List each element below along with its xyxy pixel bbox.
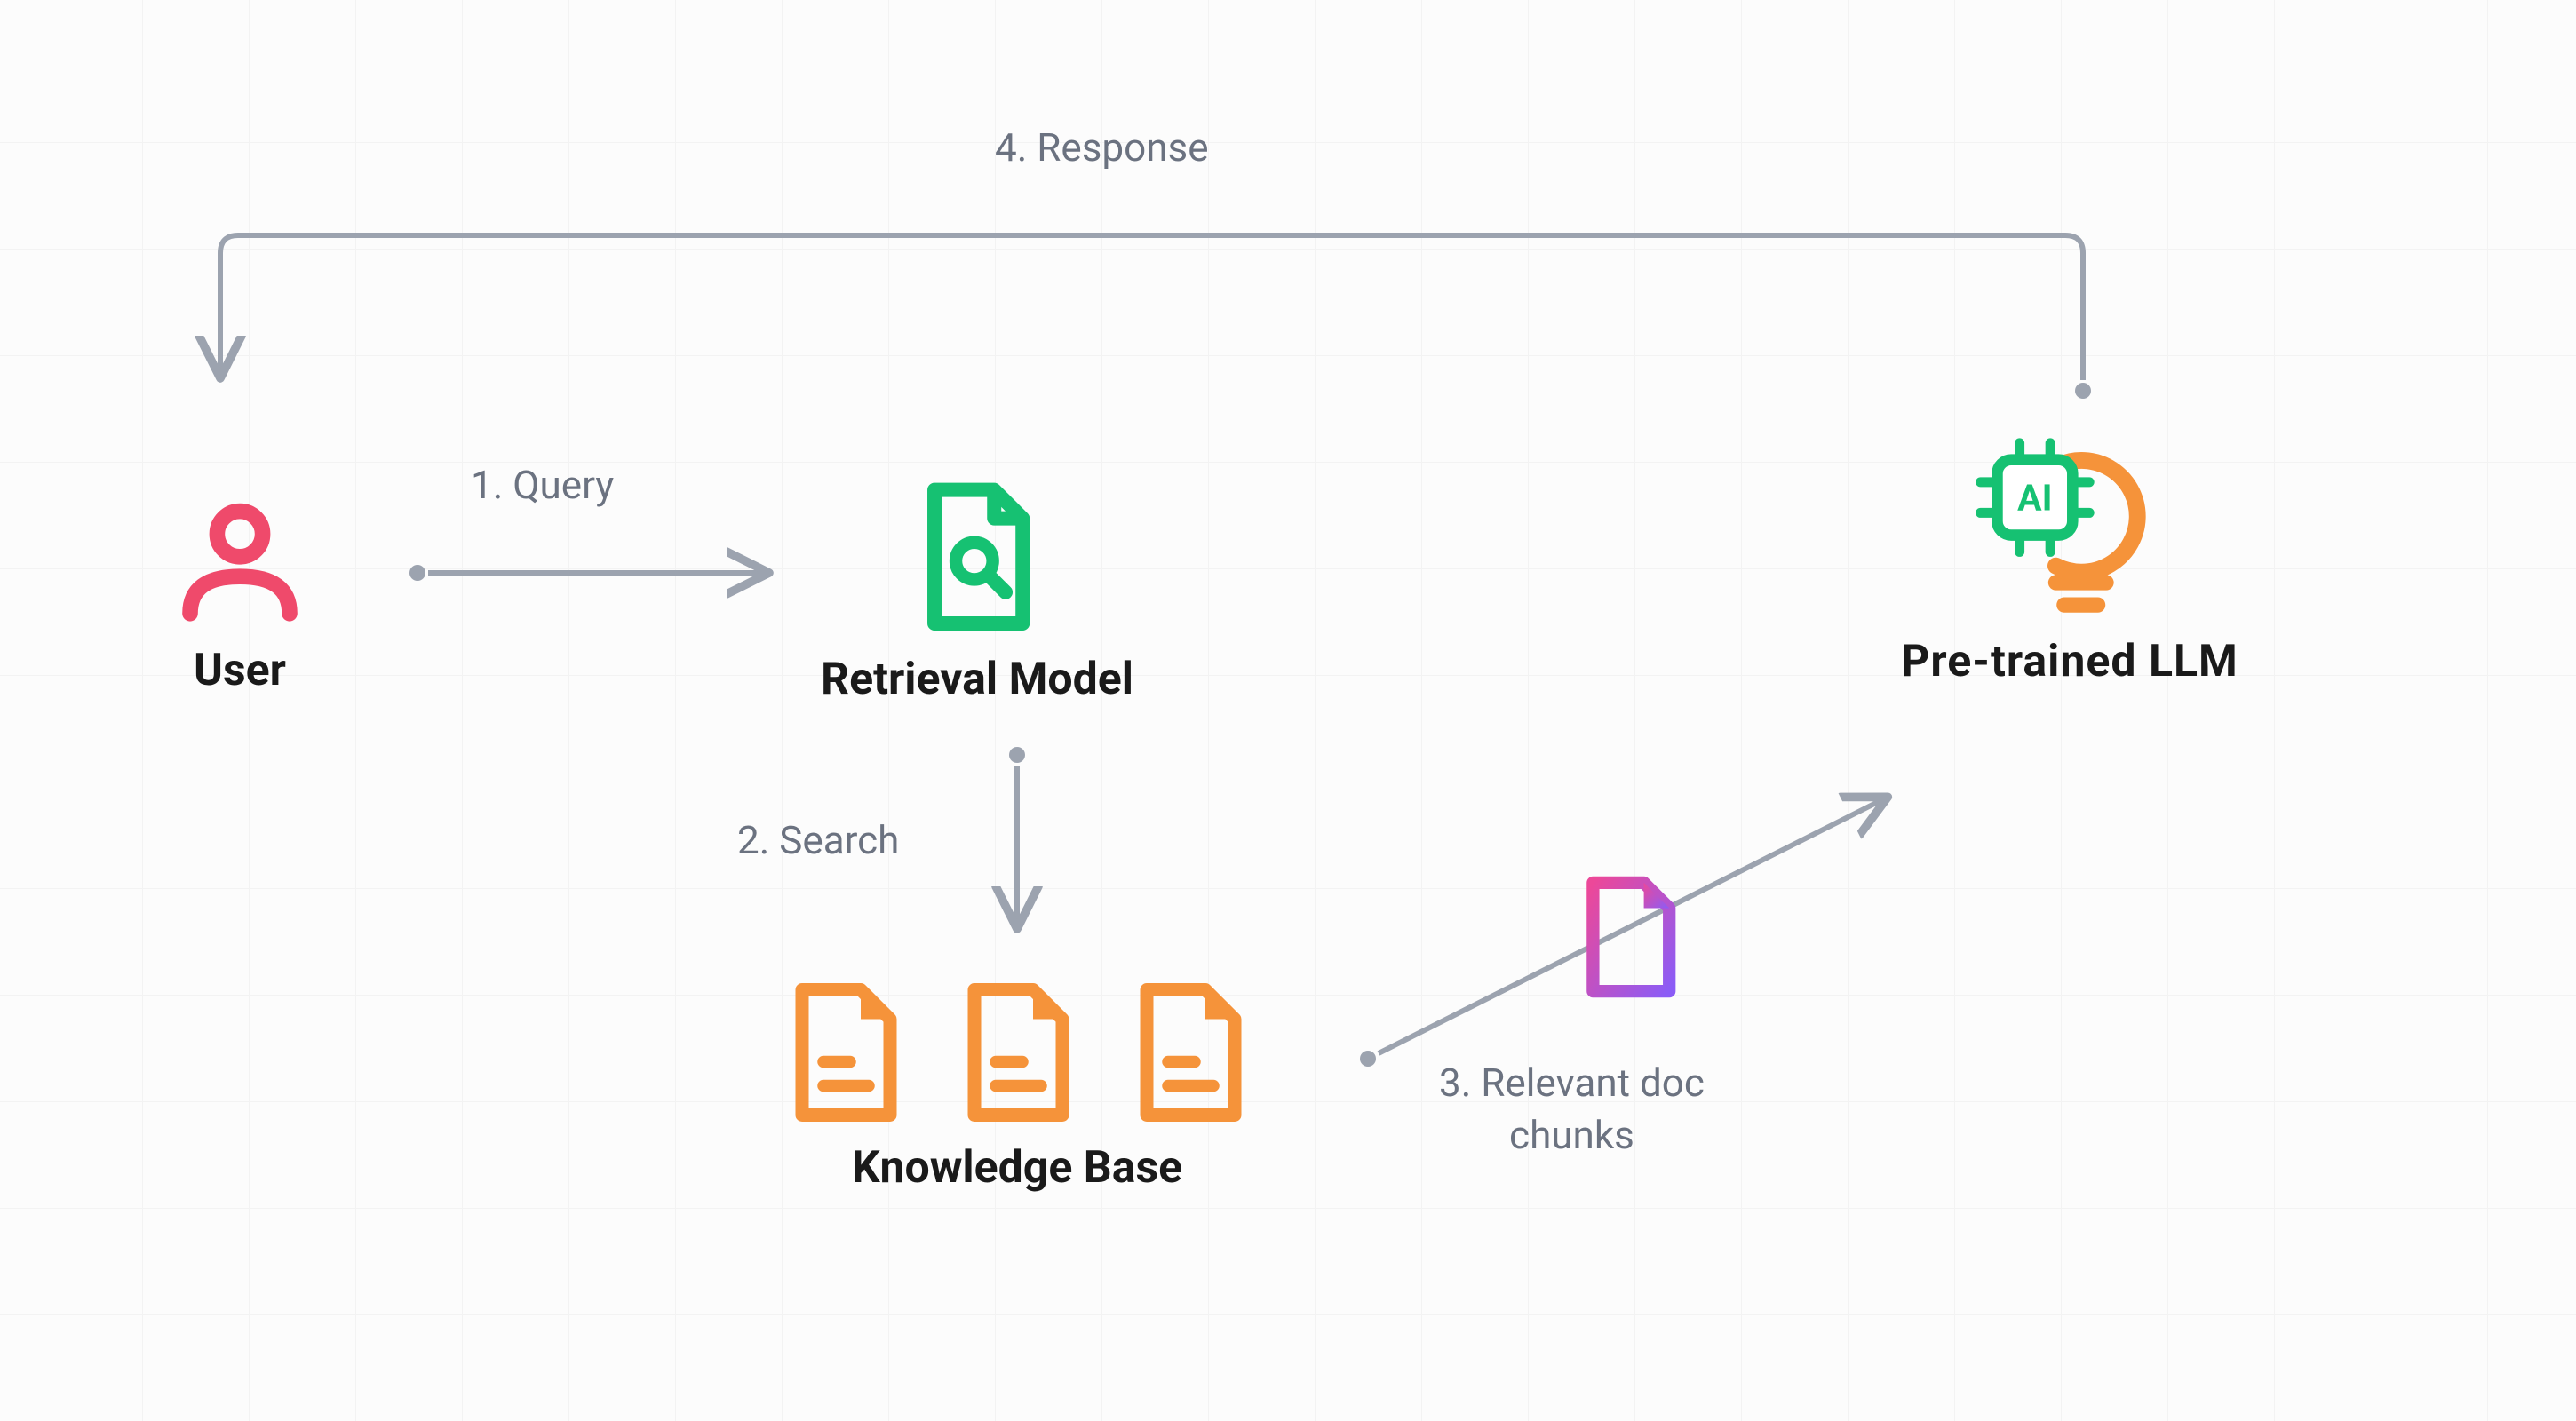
- node-kb-label: Knowledge Base: [852, 1142, 1182, 1194]
- doc-icon: [950, 977, 1084, 1128]
- node-kb: Knowledge Base: [778, 977, 1256, 1194]
- doc-icon: [1123, 977, 1256, 1128]
- node-chunk: [1572, 870, 1688, 1004]
- search-doc-icon: [906, 480, 1048, 639]
- user-icon: [169, 488, 311, 631]
- chunk-doc-icon: [1572, 870, 1688, 1004]
- edge-label-response: 4. Response: [995, 124, 1209, 171]
- node-retrieval: Retrieval Model: [821, 480, 1133, 705]
- node-retrieval-label: Retrieval Model: [821, 654, 1133, 705]
- edge-label-search: 2. Search: [737, 817, 899, 863]
- grid-background: [0, 0, 2576, 1421]
- doc-icon: [778, 977, 911, 1128]
- node-user: User: [169, 488, 311, 696]
- node-llm-label: Pre-trained LLM: [1901, 636, 2238, 687]
- edge-label-query: 1. Query: [471, 462, 614, 508]
- node-user-label: User: [194, 645, 286, 696]
- edge-label-chunks: 3. Relevant doc chunks: [1439, 1057, 1705, 1163]
- chip-text: AI: [2017, 476, 2052, 519]
- kb-docs-row: [778, 977, 1256, 1128]
- ai-bulb-icon: AI: [1972, 426, 2167, 622]
- node-llm: AI Pre-trained LLM: [1901, 426, 2238, 687]
